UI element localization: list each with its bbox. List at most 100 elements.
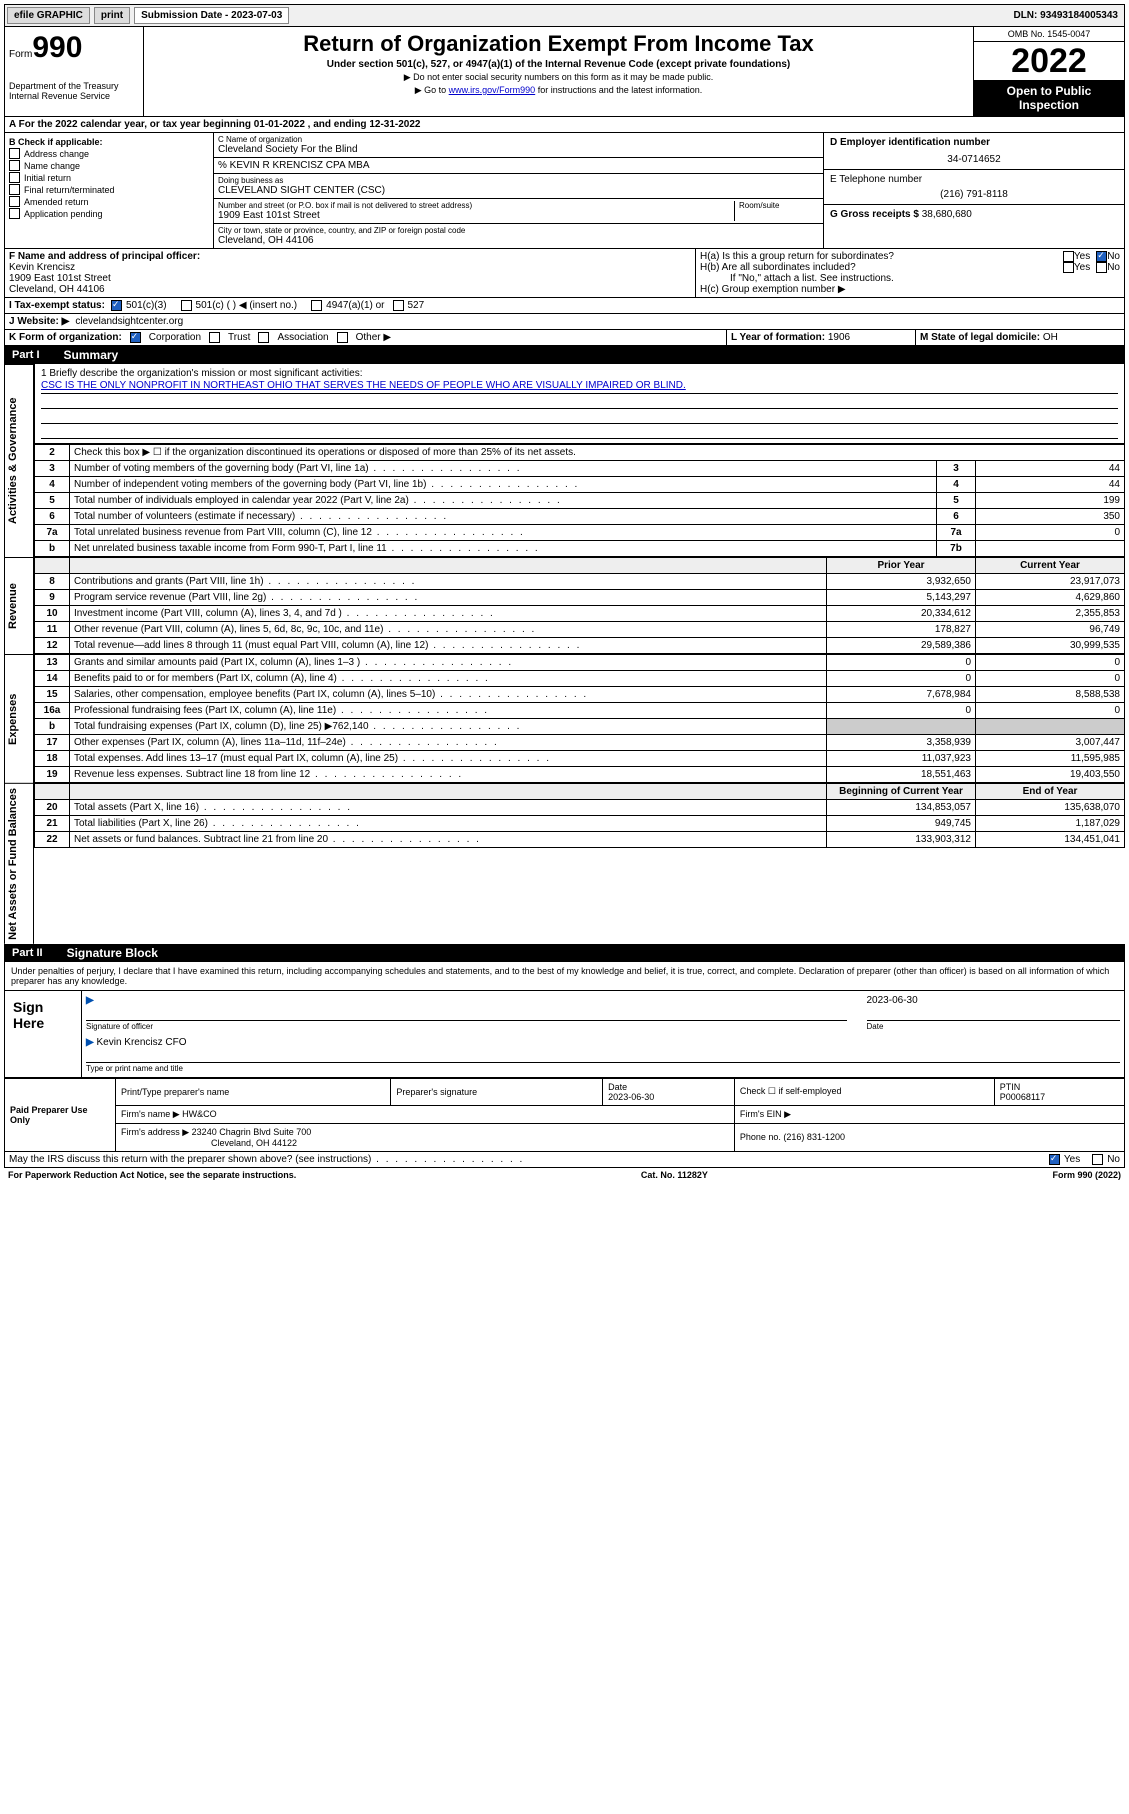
ein-lbl2: Firm's EIN ▶ — [734, 1105, 1124, 1123]
chk-initial[interactable] — [9, 172, 20, 183]
row-lno: 13 — [35, 655, 70, 671]
part2-pn: Signature Block — [67, 946, 158, 960]
col-current: End of Year — [976, 784, 1125, 800]
h-b-note: If "No," attach a list. See instructions… — [700, 273, 1120, 284]
k-corp[interactable] — [130, 332, 141, 343]
irs-link[interactable]: www.irs.gov/Form990 — [449, 85, 536, 95]
h-a-yes[interactable] — [1063, 251, 1074, 262]
i-527[interactable] — [393, 300, 404, 311]
row-desc: Net assets or fund balances. Subtract li… — [70, 832, 827, 848]
k-trust[interactable] — [209, 332, 220, 343]
print-btn[interactable]: print — [94, 7, 130, 24]
ein-lbl: D Employer identification number — [830, 137, 1118, 148]
k-other[interactable] — [337, 332, 348, 343]
i-4947[interactable] — [311, 300, 322, 311]
paid-h1: Print/Type preparer's name — [116, 1078, 391, 1105]
rev-table: Prior YearCurrent Year8Contributions and… — [34, 557, 1125, 654]
k-assoc[interactable] — [258, 332, 269, 343]
paid-ptin: P00068117 — [1000, 1092, 1045, 1102]
cell-cy: 30,999,535 — [976, 638, 1125, 654]
row-desc: Salaries, other compensation, employee b… — [70, 687, 827, 703]
city-lbl: City or town, state or province, country… — [218, 226, 819, 235]
box-deg: D Employer identification number 34-0714… — [824, 133, 1124, 248]
row-desc: Other expenses (Part IX, column (A), lin… — [70, 735, 827, 751]
cell-py: 0 — [827, 671, 976, 687]
h-a-no[interactable] — [1096, 251, 1107, 262]
row-j: J Website: ▶ clevelandsightcenter.org — [4, 314, 1125, 330]
h-b-no[interactable] — [1096, 262, 1107, 273]
discuss-yes[interactable] — [1049, 1154, 1060, 1165]
pphone-lbl: Phone no. — [740, 1132, 781, 1142]
gov-lno: 7a — [35, 525, 70, 541]
row-desc: Total assets (Part X, line 16) — [70, 800, 827, 816]
row-desc: Revenue less expenses. Subtract line 18 … — [70, 767, 827, 783]
k-d: Other ▶ — [356, 332, 391, 343]
officer-city: Cleveland, OH 44106 — [9, 284, 691, 295]
row-desc: Total fundraising expenses (Part IX, col… — [70, 719, 827, 735]
phone: (216) 791-8118 — [830, 185, 1118, 200]
h-b-yes-lbl: Yes — [1074, 262, 1090, 273]
efile-btn[interactable]: efile GRAPHIC — [7, 7, 90, 24]
form-warn: ▶ Do not enter social security numbers o… — [148, 72, 969, 83]
chk-app[interactable] — [9, 208, 20, 219]
cell-cy: 135,638,070 — [976, 800, 1125, 816]
cell-py: 29,589,386 — [827, 638, 976, 654]
i-501c3[interactable] — [111, 300, 122, 311]
i-501c[interactable] — [181, 300, 192, 311]
h-b-yes[interactable] — [1063, 262, 1074, 273]
discuss-yes-lbl: Yes — [1064, 1154, 1080, 1165]
paid-h5: PTIN — [1000, 1082, 1021, 1092]
m-val: OH — [1043, 332, 1058, 343]
gov-desc: Number of voting members of the governin… — [70, 461, 937, 477]
footer: For Paperwork Reduction Act Notice, see … — [4, 1168, 1125, 1182]
discuss-no[interactable] — [1092, 1154, 1103, 1165]
gov-desc: Total unrelated business revenue from Pa… — [70, 525, 937, 541]
gov-lno: 4 — [35, 477, 70, 493]
row-lno: 9 — [35, 590, 70, 606]
h-b-no-lbl: No — [1107, 262, 1120, 273]
sign-section: Sign Here ▶ Signature of officer 2023-06… — [4, 991, 1125, 1078]
gross-lbl: G Gross receipts $ — [830, 209, 919, 220]
row-lno: 17 — [35, 735, 70, 751]
k-a: Corporation — [149, 332, 201, 343]
care-of: % KEVIN R KRENCISZ CPA MBA — [218, 160, 819, 171]
form-header: Form990 Department of the Treasury Inter… — [4, 27, 1125, 117]
cell-py: 178,827 — [827, 622, 976, 638]
cell-py: 3,358,939 — [827, 735, 976, 751]
gov-lno: b — [35, 541, 70, 557]
m-lbl: M State of legal domicile: — [920, 332, 1040, 343]
chk-amended[interactable] — [9, 196, 20, 207]
cell-cy: 0 — [976, 671, 1125, 687]
gov-key: 7a — [937, 525, 976, 541]
form-label-big: 990 — [32, 31, 82, 64]
cell-cy: 11,595,985 — [976, 751, 1125, 767]
rev-vlabel: Revenue — [4, 557, 34, 654]
website[interactable]: clevelandsightcenter.org — [75, 316, 183, 327]
open-public: Open to Public Inspection — [974, 80, 1124, 116]
dept-label: Department of the Treasury Internal Reve… — [9, 81, 139, 101]
cell-cy: 1,187,029 — [976, 816, 1125, 832]
col-current: Current Year — [976, 558, 1125, 574]
chk-name[interactable] — [9, 160, 20, 171]
cell-cy: 0 — [976, 703, 1125, 719]
k-c: Association — [277, 332, 328, 343]
treasury-label: Department of the Treasury — [9, 81, 139, 91]
cell-cy: 0 — [976, 655, 1125, 671]
form-title: Return of Organization Exempt From Incom… — [148, 31, 969, 57]
cell-py-blank — [827, 719, 976, 735]
chk-amended-lbl: Amended return — [24, 197, 89, 207]
row-desc: Contributions and grants (Part VIII, lin… — [70, 574, 827, 590]
j-lbl: J Website: ▶ — [9, 316, 69, 327]
city: Cleveland, OH 44106 — [218, 235, 819, 246]
row-fh: F Name and address of principal officer:… — [4, 249, 1125, 298]
i-a: 501(c)(3) — [126, 300, 167, 311]
exp-table: 13Grants and similar amounts paid (Part … — [34, 654, 1125, 783]
cell-cy: 19,403,550 — [976, 767, 1125, 783]
chk-final[interactable] — [9, 184, 20, 195]
row-lno: 15 — [35, 687, 70, 703]
chk-address[interactable] — [9, 148, 20, 159]
h-b: H(b) Are all subordinates included? — [700, 262, 1063, 273]
part1-pn: Summary — [64, 348, 119, 362]
cell-cy: 4,629,860 — [976, 590, 1125, 606]
box-b: B Check if applicable: Address change Na… — [5, 133, 214, 248]
